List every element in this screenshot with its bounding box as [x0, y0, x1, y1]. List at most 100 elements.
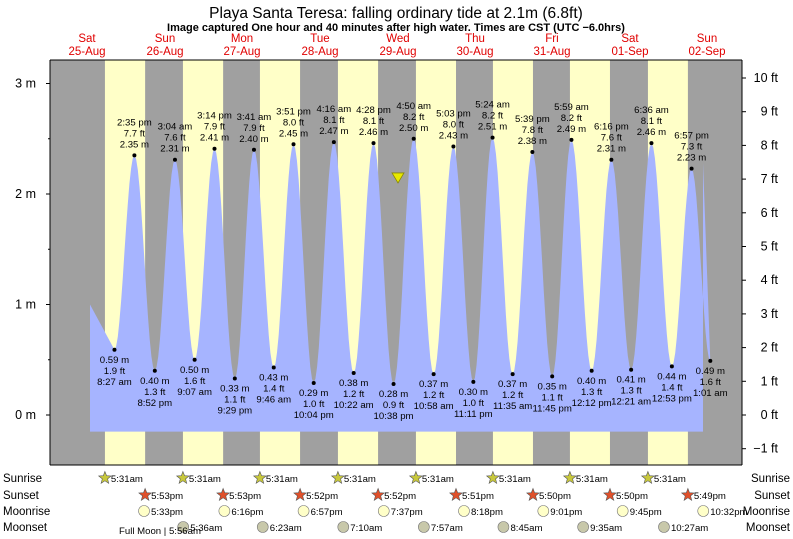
- low-tide-m: 0.29 m: [299, 388, 328, 399]
- chart-title: Playa Santa Teresa: falling ordinary tid…: [209, 5, 583, 22]
- day-header-name: Fri: [545, 33, 558, 45]
- high-tide-time: 5:39 pm: [515, 114, 550, 125]
- day-header-name: Thu: [465, 33, 485, 45]
- moonrise-time: 5:33pm: [151, 507, 183, 518]
- high-tide-point: [212, 146, 217, 151]
- sunrise-icon: [562, 470, 577, 484]
- high-tide-m: 2.38 m: [518, 136, 547, 147]
- high-tide-time: 2:35 pm: [117, 117, 152, 128]
- low-tide-point: [471, 379, 476, 384]
- right-tick-label: 1 ft: [761, 374, 779, 388]
- high-tide-time: 5:24 am: [475, 100, 510, 111]
- sunrise-icon: [175, 470, 190, 484]
- low-tide-ft: 1.1 ft: [542, 392, 564, 403]
- low-tide-ft: 1.4 ft: [263, 383, 285, 394]
- low-tide-ft: 1.6 ft: [184, 376, 206, 387]
- low-tide-point: [589, 368, 594, 373]
- sunrise-icon: [97, 470, 112, 484]
- high-tide-m: 2.35 m: [120, 139, 149, 150]
- sunset-time: 5:53pm: [229, 491, 261, 502]
- low-tide-time: 9:29 pm: [217, 406, 252, 417]
- low-tide-m: 0.37 m: [498, 379, 527, 390]
- right-tick-label: 9 ft: [761, 105, 779, 119]
- high-tide-ft: 7.9 ft: [243, 123, 265, 134]
- high-tide-time: 5:03 pm: [436, 108, 471, 119]
- day-header-date: 02‑Sep: [688, 46, 725, 58]
- moonset-icon: [658, 521, 670, 533]
- day-header-name: Mon: [231, 33, 253, 45]
- sunrise-icon: [485, 470, 500, 484]
- moonrise-icon: [616, 505, 629, 517]
- high-tide-ft: 8.0 ft: [283, 117, 305, 128]
- low-tide-m: 0.30 m: [459, 387, 488, 398]
- high-tide-time: 4:50 am: [396, 101, 431, 112]
- moonrise-time: 9:45pm: [630, 507, 662, 518]
- sunset-icon: [449, 487, 463, 501]
- sunset-icon: [680, 487, 695, 501]
- high-tide-m: 2.43 m: [439, 130, 468, 141]
- right-tick-label: 2 ft: [761, 341, 779, 355]
- moonrise-icon: [458, 505, 470, 517]
- high-tide-ft: 8.1 ft: [323, 115, 345, 126]
- low-tide-time: 9:46 am: [256, 394, 291, 405]
- moonset-icon: [256, 521, 269, 533]
- high-tide-ft: 7.7 ft: [124, 128, 146, 139]
- high-tide-ft: 7.9 ft: [204, 122, 226, 133]
- high-tide-m: 2.46 m: [637, 127, 666, 138]
- low-tide-time: 9:07 am: [177, 387, 212, 398]
- low-tide-point: [669, 364, 674, 369]
- low-tide-m: 0.59 m: [100, 355, 129, 366]
- moonrise-time: 6:16pm: [231, 507, 263, 518]
- moonrise-icon: [218, 505, 231, 517]
- low-tide-time: 12:21 am: [611, 397, 651, 408]
- high-tide-ft: 8.1 ft: [363, 116, 385, 127]
- moonset-icon: [177, 521, 189, 533]
- low-tide-ft: 1.9 ft: [104, 366, 126, 377]
- high-tide-point: [331, 140, 336, 145]
- right-axis: −1 ft 0 ft 1 ft 2 ft 3 ft 4 ft 5 ft 6 ft 7 ft 8 f…: [742, 71, 779, 456]
- moonrise-time: 8:18pm: [471, 507, 503, 518]
- low-tide-ft: 1.4 ft: [661, 382, 683, 393]
- low-tide-time: 12:53 pm: [652, 393, 692, 404]
- moonset-icon: [577, 521, 589, 533]
- moonset-time: 7:57am: [431, 523, 463, 534]
- moonrise-icon: [377, 505, 390, 517]
- low-tide-m: 0.35 m: [538, 381, 567, 392]
- sunrise-icon: [408, 470, 423, 484]
- day-header-name: Wed: [386, 33, 409, 45]
- high-tide-point: [411, 136, 416, 141]
- sunrise-time: 5:31am: [344, 474, 376, 485]
- sunset-icon: [138, 487, 153, 501]
- low-tide-time: 8:27 am: [97, 377, 132, 388]
- moonset-icon: [418, 521, 430, 533]
- high-tide-point: [172, 157, 177, 162]
- low-tide-ft: 1.6 ft: [700, 377, 722, 388]
- sunset-icon: [603, 487, 617, 501]
- high-tide-point: [530, 150, 535, 155]
- low-tide-point: [550, 374, 555, 379]
- day-header-name: Sat: [621, 33, 639, 45]
- high-tide-time: 6:57 pm: [674, 131, 709, 142]
- moonrise-time: 10:32pm: [710, 507, 747, 518]
- low-tide-ft: 1.0 ft: [463, 398, 485, 409]
- low-tide-m: 0.37 m: [419, 379, 448, 390]
- sunset-time: 5:50pm: [539, 491, 571, 502]
- low-tide-point: [271, 365, 276, 370]
- row-label-left: Sunrise: [3, 473, 42, 485]
- moonset-time: 5:36am: [190, 523, 222, 534]
- low-tide-time: 10:04 pm: [294, 410, 334, 421]
- high-tide-m: 2.50 m: [399, 123, 428, 134]
- moonrise-icon: [697, 505, 710, 517]
- sunset-time: 5:51pm: [462, 491, 494, 502]
- left-tick-label: 1 m: [15, 298, 36, 312]
- low-tide-point: [431, 372, 436, 377]
- sunset-time: 5:52pm: [384, 491, 416, 502]
- low-tide-m: 0.38 m: [339, 378, 368, 389]
- row-label-left: Sunset: [3, 490, 40, 502]
- row-label-right: Moonset: [746, 522, 791, 534]
- row-label-left: Moonrise: [3, 506, 50, 518]
- sunrise-time: 5:31am: [576, 474, 608, 485]
- high-tide-time: 6:36 am: [634, 105, 669, 116]
- high-tide-m: 2.41 m: [200, 133, 229, 144]
- sunrise-icon: [252, 470, 267, 484]
